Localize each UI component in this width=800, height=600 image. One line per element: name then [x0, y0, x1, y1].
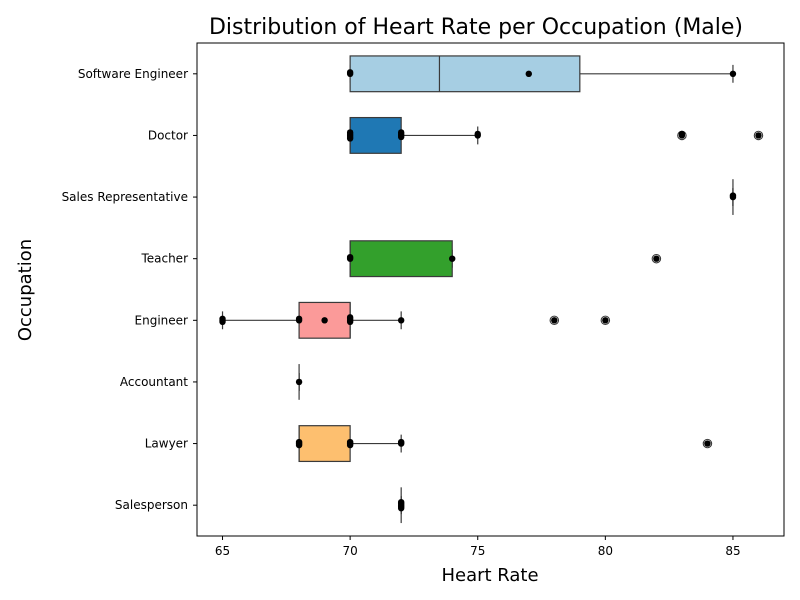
- strip-point: [397, 438, 405, 446]
- strip-point: [397, 133, 405, 141]
- strip-point: [755, 132, 762, 139]
- strip-point: [397, 129, 405, 136]
- x-axis-label: Heart Rate: [441, 565, 538, 586]
- flier-point: [549, 315, 560, 326]
- flier-point: [753, 130, 764, 141]
- x-tick-label: 75: [470, 544, 485, 558]
- box-iqr: [349, 240, 453, 278]
- box-software-engineer: [349, 55, 734, 93]
- strip-point: [729, 70, 737, 78]
- points-layer: [219, 69, 762, 512]
- strip-point: [602, 317, 609, 324]
- flier-point: [600, 315, 611, 326]
- y-tick-label: Doctor: [148, 128, 188, 142]
- flier-point: [702, 438, 713, 449]
- y-tick-label: Software Engineer: [78, 67, 188, 81]
- strip-point: [729, 192, 737, 199]
- chart-title: Distribution of Heart Rate per Occupatio…: [209, 15, 743, 40]
- strip-point: [346, 441, 354, 449]
- box-lawyer: [298, 425, 713, 463]
- strip-point: [678, 130, 686, 138]
- flier-point: [651, 253, 662, 264]
- strip-point: [295, 441, 303, 449]
- box-iqr: [349, 55, 581, 93]
- strip-point: [295, 378, 303, 386]
- strip-point: [397, 504, 405, 512]
- box-teacher: [349, 240, 662, 278]
- strip-point: [346, 318, 354, 326]
- x-tick-label: 85: [725, 544, 740, 558]
- strip-point: [346, 129, 354, 136]
- y-tick-label: Engineer: [135, 313, 189, 327]
- strip-point: [346, 253, 354, 261]
- y-tick-label: Teacher: [140, 252, 188, 266]
- box-iqr: [298, 425, 351, 463]
- y-tick-label: Salesperson: [115, 498, 188, 512]
- x-tick-label: 80: [598, 544, 613, 558]
- x-tick-label: 70: [342, 544, 357, 558]
- y-tick-label: Accountant: [120, 375, 188, 389]
- strip-point: [551, 317, 558, 324]
- strip-point: [653, 255, 660, 262]
- x-axis-ticks: 65 70 75 80 85: [215, 536, 741, 558]
- boxes-layer: [221, 55, 764, 524]
- strip-point: [295, 315, 303, 323]
- y-axis-label: Occupation: [15, 239, 36, 341]
- x-tick-label: 65: [215, 544, 230, 558]
- strip-point: [397, 498, 405, 506]
- strip-point: [397, 317, 405, 324]
- strip-point: [219, 318, 226, 326]
- strip-point: [346, 135, 354, 142]
- strip-point: [474, 130, 481, 138]
- plot-frame: [196, 42, 785, 537]
- strip-point: [704, 440, 711, 447]
- y-tick-label: Sales Representative: [62, 190, 188, 204]
- y-axis-ticks: Software Engineer Doctor Sales Representat…: [62, 67, 197, 512]
- strip-point: [525, 70, 532, 78]
- strip-point: [346, 314, 354, 321]
- y-tick-label: Lawyer: [145, 437, 188, 451]
- strip-point: [346, 69, 354, 76]
- strip-point: [321, 317, 328, 324]
- box-doctor: [349, 116, 764, 154]
- box-iqr: [349, 116, 402, 154]
- strip-point: [449, 255, 456, 262]
